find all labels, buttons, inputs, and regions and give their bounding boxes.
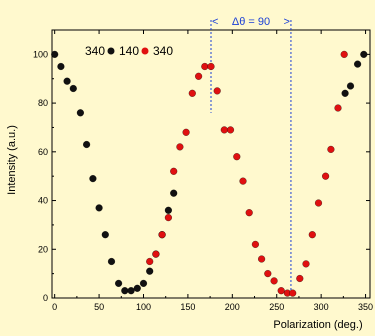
annotation-text: Δθ = 90 (232, 16, 270, 28)
legend: 340 140 340 (85, 44, 173, 58)
data-point-black (89, 175, 97, 183)
data-point-red (289, 289, 297, 297)
data-point-black (127, 287, 135, 295)
legend-label-140: 140 (119, 44, 139, 58)
data-point-red (233, 153, 241, 161)
data-point-red (334, 104, 342, 112)
data-point-red (245, 209, 253, 217)
data-point-red (308, 231, 316, 239)
y-tick-label: 100 (33, 49, 48, 59)
data-point-black (101, 231, 109, 239)
data-point-red (158, 231, 166, 239)
x-tick-label: 50 (94, 302, 104, 312)
data-point-red (207, 62, 215, 71)
data-point-red (146, 257, 154, 266)
data-point-red (296, 274, 304, 283)
data-point-red (213, 87, 221, 95)
data-point-black (69, 84, 77, 93)
data-point-red (239, 177, 247, 185)
x-tick-label: 300 (314, 302, 329, 312)
data-point-black (170, 189, 178, 197)
legend-marker-red (141, 47, 149, 55)
data-point-black (360, 50, 368, 58)
data-point-red (195, 72, 203, 80)
data-point-red (188, 89, 196, 97)
data-point-black (115, 279, 123, 287)
data-point-red (226, 126, 235, 134)
legend-marker-black (107, 47, 115, 55)
data-point-red (314, 199, 323, 207)
data-point-red (176, 143, 184, 151)
data-point-red (340, 50, 348, 58)
x-tick-label: 350 (358, 302, 373, 312)
plot-frame (51, 29, 371, 299)
data-points (51, 50, 368, 297)
data-point-black (95, 204, 103, 212)
y-axis-label: Intensity (a.u.) (6, 125, 18, 195)
y-tick-label: 60 (38, 147, 48, 157)
data-point-black (76, 109, 84, 117)
x-tick-label: 150 (180, 302, 195, 312)
data-point-red (220, 126, 228, 134)
data-point-red (170, 167, 178, 175)
x-tick-label: 200 (225, 302, 240, 312)
data-point-black (133, 284, 141, 292)
data-point-black (121, 287, 129, 295)
data-point-black (51, 50, 59, 58)
data-point-red (251, 240, 259, 248)
annotation-left-arrow: < (212, 16, 218, 28)
data-point-red (182, 128, 190, 136)
legend-prefix: 340 (85, 44, 105, 58)
data-point-black (164, 206, 172, 214)
y-tick-label: 20 (38, 244, 48, 254)
data-point-black (146, 267, 154, 275)
y-tick-label: 40 (38, 196, 48, 206)
x-tick-label: 250 (269, 302, 284, 312)
data-point-black (354, 60, 362, 68)
delta-theta-annotation: < Δθ = 90 > (210, 16, 292, 294)
data-point-black (63, 77, 71, 85)
data-point-red (201, 62, 209, 71)
data-point-red (327, 145, 335, 153)
x-axis-label: Polarization (deg.) (273, 319, 362, 331)
data-point-red (302, 260, 310, 268)
legend-label-340: 340 (153, 44, 173, 58)
x-tick-label: 0 (52, 302, 57, 312)
data-point-black (346, 82, 355, 90)
annotation-right-arrow: > (284, 16, 290, 28)
data-point-red (270, 277, 278, 285)
x-axis-ticks: 0 50 100 150 200 250 300 350 (52, 30, 373, 312)
data-point-red (258, 255, 266, 263)
data-point-red (277, 287, 285, 295)
x-tick-label: 100 (136, 302, 151, 312)
data-point-black (341, 89, 349, 97)
data-point-red (264, 270, 272, 278)
y-axis-ticks: 0 20 40 60 80 100 (33, 49, 370, 303)
y-tick-label: 80 (38, 98, 48, 108)
data-point-black (83, 140, 91, 149)
data-point-red (152, 250, 160, 258)
data-point-black (107, 257, 116, 266)
data-point-red (164, 214, 172, 222)
y-tick-label: 0 (43, 293, 48, 303)
data-point-black (139, 279, 148, 287)
data-point-red (322, 172, 330, 180)
data-point-black (57, 62, 65, 71)
